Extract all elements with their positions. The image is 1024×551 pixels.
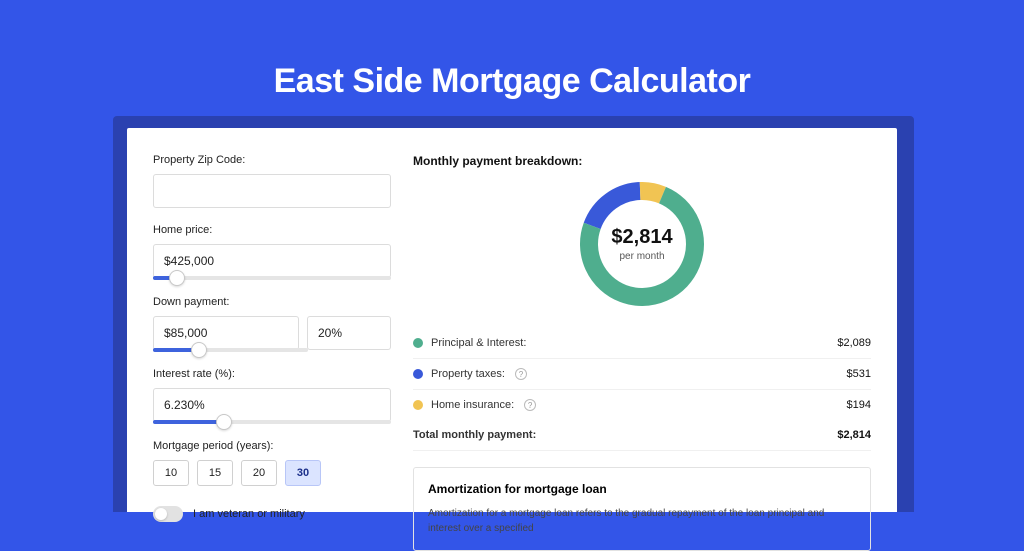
down-payment-label: Down payment: (153, 296, 391, 308)
legend-label: Property taxes: (431, 368, 505, 380)
interest-rate-input[interactable] (153, 388, 391, 422)
slider-thumb[interactable] (216, 414, 232, 430)
veteran-toggle[interactable] (153, 506, 183, 522)
zip-field: Property Zip Code: (153, 154, 391, 208)
legend-row: Property taxes:? $531 (413, 359, 871, 390)
donut-amount: $2,814 (611, 226, 672, 249)
mortgage-period-label: Mortgage period (years): (153, 440, 391, 452)
legend-label: Principal & Interest: (431, 337, 526, 349)
breakdown-column: Monthly payment breakdown: $2,814 per mo… (413, 154, 871, 512)
down-payment-slider[interactable] (153, 348, 308, 352)
period-option-10[interactable]: 10 (153, 460, 189, 486)
legend-row: Home insurance:? $194 (413, 390, 871, 420)
page-title: East Side Mortgage Calculator (0, 0, 1024, 101)
help-icon[interactable]: ? (524, 399, 536, 411)
legend-row: Principal & Interest: $2,089 (413, 328, 871, 359)
legend-value: $531 (847, 368, 871, 380)
breakdown-title: Monthly payment breakdown: (413, 154, 871, 168)
period-option-15[interactable]: 15 (197, 460, 233, 486)
veteran-row: I am veteran or military (153, 506, 391, 522)
legend-dot (413, 400, 423, 410)
help-icon[interactable]: ? (515, 368, 527, 380)
slider-fill (153, 420, 224, 424)
slider-thumb[interactable] (191, 342, 207, 358)
legend-label: Home insurance: (431, 399, 514, 411)
period-option-20[interactable]: 20 (241, 460, 277, 486)
amortization-title: Amortization for mortgage loan (428, 482, 856, 496)
legend-value: $194 (847, 399, 871, 411)
total-value: $2,814 (837, 429, 871, 441)
down-payment-field: Down payment: (153, 296, 391, 352)
donut-sub: per month (611, 251, 672, 262)
legend-total-row: Total monthly payment: $2,814 (413, 420, 871, 451)
total-label: Total monthly payment: (413, 429, 536, 441)
slider-thumb[interactable] (169, 270, 185, 286)
home-price-input[interactable] (153, 244, 391, 278)
amortization-text: Amortization for a mortgage loan refers … (428, 506, 856, 536)
donut-chart: $2,814 per month (413, 182, 871, 306)
down-payment-amount-input[interactable] (153, 316, 299, 350)
toggle-knob (155, 508, 167, 520)
donut-slice (640, 191, 662, 195)
home-price-field: Home price: (153, 224, 391, 280)
legend-dot (413, 369, 423, 379)
amortization-section: Amortization for mortgage loan Amortizat… (413, 467, 871, 551)
zip-input[interactable] (153, 174, 391, 208)
calculator-card: Property Zip Code: Home price: Down paym… (127, 128, 897, 512)
interest-rate-slider[interactable] (153, 420, 391, 424)
home-price-label: Home price: (153, 224, 391, 236)
interest-rate-label: Interest rate (%): (153, 368, 391, 380)
legend-value: $2,089 (837, 337, 871, 349)
down-payment-percent-input[interactable] (307, 316, 391, 350)
donut-center: $2,814 per month (611, 226, 672, 262)
donut-slice (592, 191, 640, 226)
form-column: Property Zip Code: Home price: Down paym… (153, 154, 391, 512)
veteran-label: I am veteran or military (193, 508, 305, 520)
home-price-slider[interactable] (153, 276, 391, 280)
zip-label: Property Zip Code: (153, 154, 391, 166)
mortgage-period-field: Mortgage period (years): 10 15 20 30 (153, 440, 391, 486)
legend-dot (413, 338, 423, 348)
interest-rate-field: Interest rate (%): (153, 368, 391, 424)
period-option-30[interactable]: 30 (285, 460, 321, 486)
